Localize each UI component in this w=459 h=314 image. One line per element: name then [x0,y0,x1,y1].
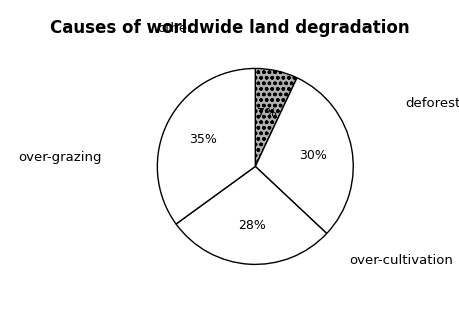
Wedge shape [176,166,326,264]
Text: 30%: 30% [298,149,326,162]
Text: 28%: 28% [237,219,265,232]
Text: deforestation: deforestation [404,97,459,110]
Wedge shape [255,68,297,166]
Text: other: other [157,22,192,35]
Text: over-cultivation: over-cultivation [349,254,453,267]
Text: Causes of worldwide land degradation: Causes of worldwide land degradation [50,19,409,37]
Text: 7%: 7% [257,107,276,120]
Text: over-grazing: over-grazing [18,150,102,164]
Text: 35%: 35% [189,133,216,146]
Wedge shape [157,68,255,224]
Wedge shape [255,78,353,234]
